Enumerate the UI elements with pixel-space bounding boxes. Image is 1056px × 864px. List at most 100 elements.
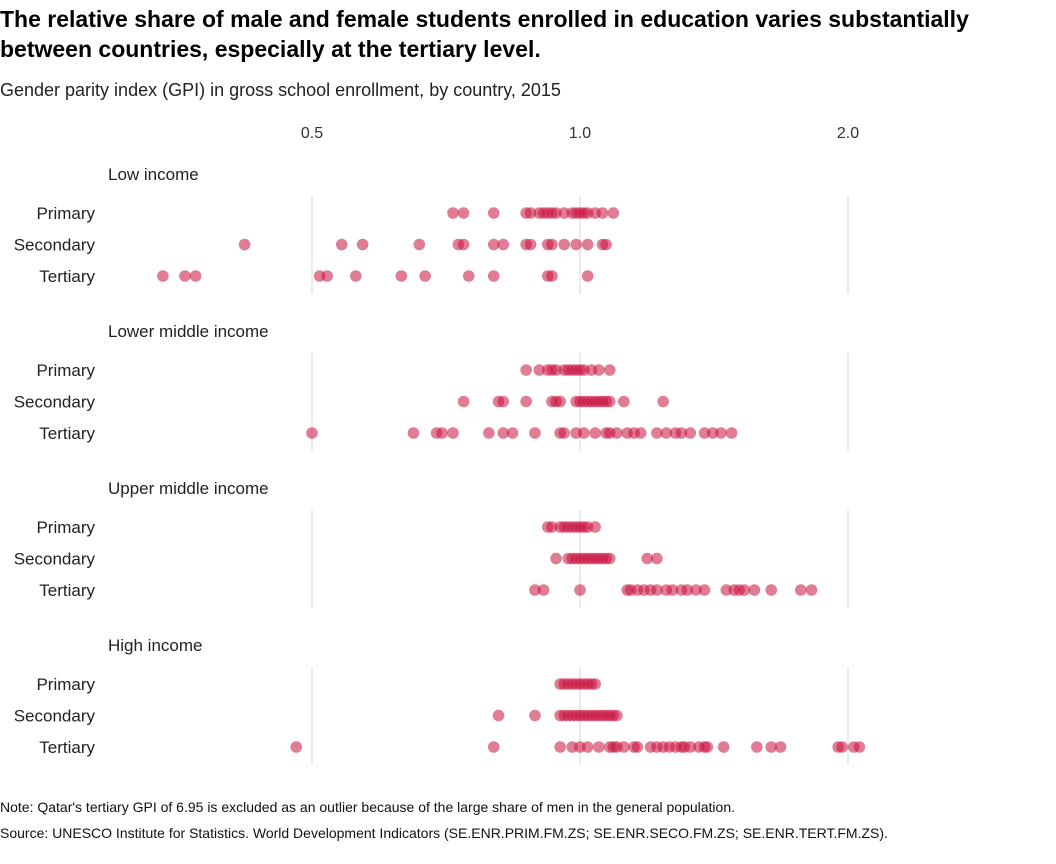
x-tick-label: 2.0 xyxy=(837,125,859,142)
data-point xyxy=(589,427,601,439)
data-point xyxy=(497,238,510,251)
row-label: Tertiary xyxy=(39,581,95,600)
gpi-dot-plot: 0.5 1.0 2.0 Low income Primary Secondary Terti… xyxy=(14,125,866,765)
data-point xyxy=(550,207,562,219)
data-point xyxy=(717,741,730,753)
data-point xyxy=(483,427,495,439)
data-point xyxy=(546,521,558,533)
data-point xyxy=(487,270,500,282)
data-point xyxy=(537,584,550,596)
data-point xyxy=(611,709,623,722)
data-point xyxy=(589,678,601,690)
chart-title: The relative share of male and female st… xyxy=(0,6,969,62)
data-point xyxy=(487,207,500,219)
data-point xyxy=(657,395,669,408)
data-point xyxy=(853,741,866,753)
data-point xyxy=(581,238,594,251)
row-label: Tertiary xyxy=(39,738,95,757)
data-point xyxy=(593,741,605,753)
data-point xyxy=(524,238,537,251)
data-point xyxy=(581,270,594,282)
data-point xyxy=(618,395,630,408)
data-point xyxy=(660,427,673,439)
data-point xyxy=(321,270,333,282)
data-point xyxy=(618,741,630,753)
data-point xyxy=(574,584,586,596)
data-point xyxy=(487,741,500,753)
data-point xyxy=(529,709,541,722)
data-point xyxy=(675,427,688,439)
group-label: Low income xyxy=(108,165,199,184)
data-point xyxy=(497,395,510,408)
data-point xyxy=(447,207,459,219)
data-point xyxy=(457,207,470,219)
data-point xyxy=(558,427,571,439)
data-point xyxy=(684,427,697,439)
data-point xyxy=(554,741,566,753)
data-point xyxy=(570,238,582,251)
data-point xyxy=(725,427,738,439)
data-point xyxy=(611,427,623,439)
group-label: Lower middle income xyxy=(108,322,269,341)
data-point xyxy=(578,427,590,439)
data-point xyxy=(407,427,420,439)
data-point xyxy=(600,238,612,251)
data-point xyxy=(607,207,620,219)
data-point xyxy=(238,238,251,251)
data-point xyxy=(335,238,348,251)
data-point xyxy=(651,552,663,565)
data-point xyxy=(550,364,562,376)
data-point xyxy=(447,427,459,439)
data-point xyxy=(603,395,616,408)
data-point xyxy=(462,270,475,282)
data-point xyxy=(558,238,571,251)
data-point xyxy=(554,395,566,408)
data-point xyxy=(701,741,714,753)
data-point xyxy=(395,270,408,282)
data-point xyxy=(457,395,470,408)
data-point xyxy=(546,238,558,251)
data-point xyxy=(157,270,169,282)
data-point xyxy=(290,741,303,753)
data-point xyxy=(457,238,470,251)
data-point xyxy=(520,364,532,376)
row-label: Secondary xyxy=(14,393,96,412)
data-point xyxy=(631,741,644,753)
data-point xyxy=(634,427,647,439)
data-point xyxy=(589,521,601,533)
data-point xyxy=(593,364,605,376)
group-label: Upper middle income xyxy=(108,479,269,498)
row-label: Secondary xyxy=(14,707,96,726)
row-label: Tertiary xyxy=(39,267,95,286)
data-point xyxy=(506,427,519,439)
data-point xyxy=(306,427,318,439)
x-tick-label: 1.0 xyxy=(569,125,591,142)
data-point xyxy=(520,395,532,408)
data-point xyxy=(651,427,663,439)
row-label: Primary xyxy=(36,518,95,537)
row-label: Secondary xyxy=(14,236,96,255)
data-point xyxy=(603,364,616,376)
data-point xyxy=(805,584,818,596)
data-point xyxy=(748,584,761,596)
data-point xyxy=(581,741,594,753)
data-point xyxy=(350,270,362,282)
data-point xyxy=(413,238,426,251)
data-point xyxy=(596,207,609,219)
data-point xyxy=(603,552,616,565)
data-point xyxy=(765,584,778,596)
data-point xyxy=(189,270,202,282)
data-point xyxy=(550,552,562,565)
data-point xyxy=(794,584,807,596)
data-point xyxy=(529,427,541,439)
data-point xyxy=(558,207,571,219)
x-tick-label: 0.5 xyxy=(301,125,323,142)
row-label: Primary xyxy=(36,204,95,223)
data-point xyxy=(487,238,500,251)
data-point xyxy=(356,238,369,251)
data-point xyxy=(738,584,751,596)
chart-subtitle: Gender parity index (GPI) in gross schoo… xyxy=(0,80,561,100)
row-label: Primary xyxy=(36,361,95,380)
chart-note: Note: Qatar's tertiary GPI of 6.95 is ex… xyxy=(0,799,735,815)
data-point xyxy=(524,207,537,219)
